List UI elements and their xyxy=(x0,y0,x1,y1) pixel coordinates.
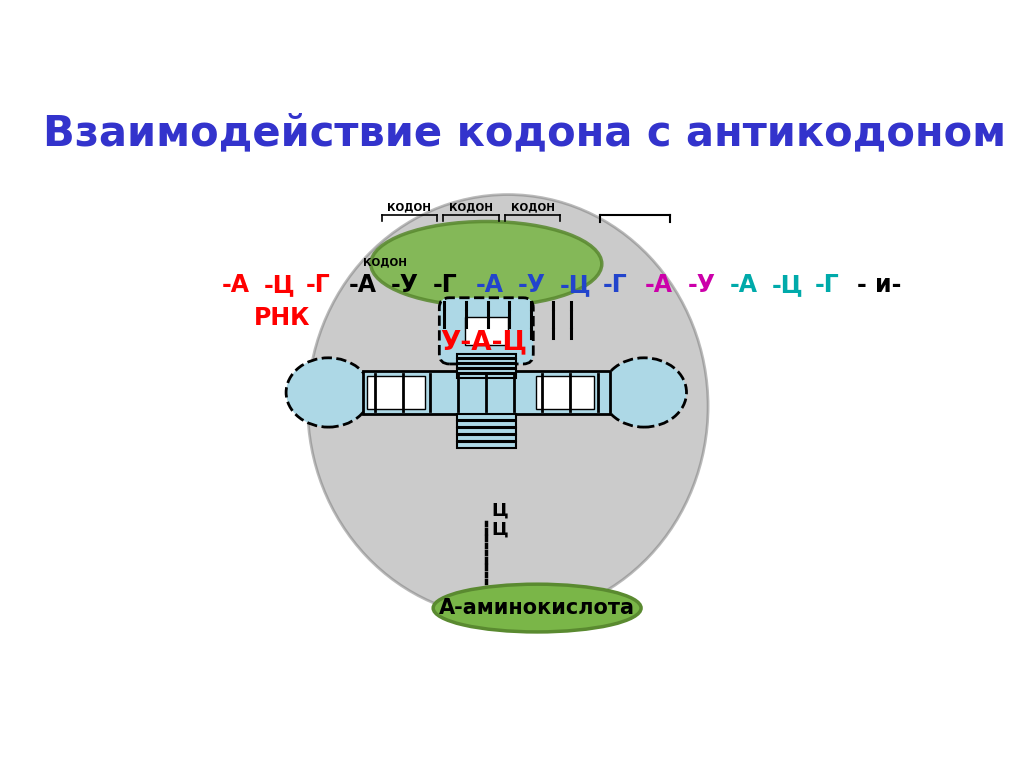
Text: -Ц: -Ц xyxy=(772,273,804,296)
Text: КОДОН: КОДОН xyxy=(387,202,431,212)
Text: -А: -А xyxy=(730,273,758,296)
Bar xyxy=(457,374,515,378)
Text: -Ц: -Ц xyxy=(560,273,592,296)
Text: -А: -А xyxy=(348,273,377,296)
Text: Взаимодействие кодона с антикодоном: Взаимодействие кодона с антикодоном xyxy=(43,112,1007,154)
Text: -Г: -Г xyxy=(602,273,628,296)
Bar xyxy=(457,435,515,441)
Text: -У: -У xyxy=(391,273,419,296)
Bar xyxy=(457,415,515,420)
Ellipse shape xyxy=(602,358,686,427)
Ellipse shape xyxy=(433,584,641,632)
Bar xyxy=(457,359,515,363)
Text: КОДОН: КОДОН xyxy=(511,202,555,212)
Text: - и-: - и- xyxy=(857,273,901,296)
Bar xyxy=(457,422,515,427)
Bar xyxy=(457,442,515,448)
FancyBboxPatch shape xyxy=(439,298,534,364)
Text: -У: -У xyxy=(687,273,716,296)
Text: У-А-Ц: У-А-Ц xyxy=(440,329,527,356)
Text: -А: -А xyxy=(645,273,673,296)
Bar xyxy=(457,354,515,358)
Text: -А: -А xyxy=(475,273,504,296)
Text: -Ц: -Ц xyxy=(264,273,295,296)
Bar xyxy=(537,376,594,409)
Text: КОДОН: КОДОН xyxy=(362,258,407,268)
Text: Ц: Ц xyxy=(492,521,509,538)
Bar xyxy=(457,364,515,368)
Ellipse shape xyxy=(286,358,371,427)
Text: -Г: -Г xyxy=(433,273,458,296)
Text: А-аминокислота: А-аминокислота xyxy=(439,598,635,618)
Bar xyxy=(457,429,515,434)
Text: -У: -У xyxy=(518,273,546,296)
Bar xyxy=(457,369,515,373)
Text: -Г: -Г xyxy=(814,273,839,296)
Text: Ц: Ц xyxy=(492,502,509,519)
Ellipse shape xyxy=(307,194,708,618)
Bar xyxy=(367,376,425,409)
Bar xyxy=(364,371,609,414)
Text: -Г: -Г xyxy=(306,273,331,296)
Text: -А: -А xyxy=(221,273,250,296)
Bar xyxy=(465,317,508,345)
Ellipse shape xyxy=(371,221,602,306)
Text: КОДОН: КОДОН xyxy=(449,202,493,212)
Text: РНК: РНК xyxy=(254,306,310,329)
